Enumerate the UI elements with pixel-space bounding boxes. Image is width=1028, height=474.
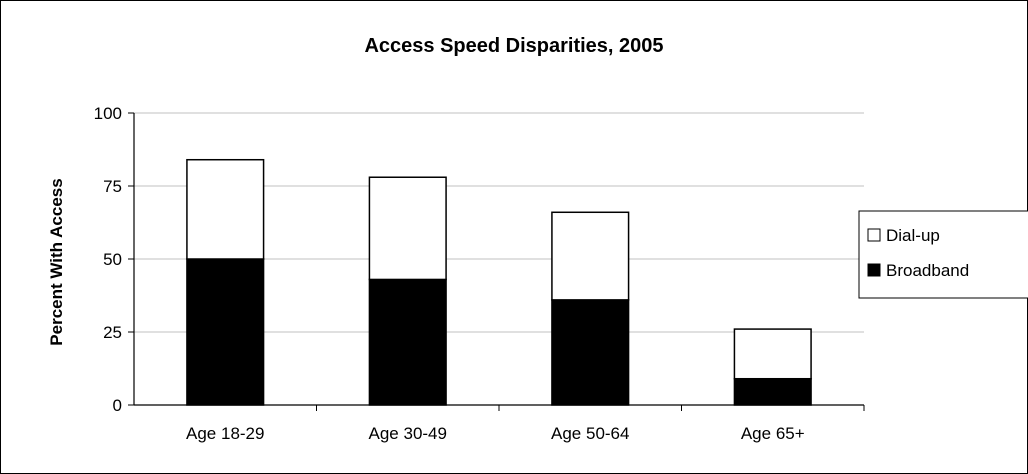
x-tick-label: Age 18-29 — [186, 424, 264, 443]
bar-broadband — [551, 299, 630, 406]
bars — [186, 158, 812, 406]
legend-box — [858, 210, 1028, 299]
x-tick-label: Age 50-64 — [551, 424, 629, 443]
y-tick-label: 25 — [103, 323, 122, 342]
y-tick-label: 100 — [94, 104, 122, 123]
bar-dial-up — [733, 328, 812, 380]
y-tick-label: 50 — [103, 250, 122, 269]
legend-label: Dial-up — [886, 226, 940, 245]
bar-dial-up — [186, 158, 265, 260]
y-tick-label: 75 — [103, 177, 122, 196]
y-axis-label: Percent With Access — [47, 178, 66, 345]
legend-label: Broadband — [886, 261, 969, 280]
chart-title: Access Speed Disparities, 2005 — [364, 35, 663, 57]
x-tick-labels: Age 18-29 Age 30-49 Age 50-64 Age 65+ — [186, 424, 805, 443]
y-tick-labels: 0 25 50 75 100 — [94, 104, 122, 415]
legend-swatch — [867, 263, 881, 277]
x-tick-label: Age 65+ — [741, 424, 805, 443]
x-tick-label: Age 30-49 — [369, 424, 447, 443]
bar-broadband — [186, 258, 265, 406]
bar-dial-up — [551, 211, 630, 301]
bar-broadband — [733, 377, 812, 406]
axes — [128, 112, 865, 411]
legend-swatch — [867, 228, 881, 242]
bar-dial-up — [368, 176, 447, 281]
bar-broadband — [368, 278, 447, 406]
legend: Dial-up Broadband — [858, 210, 1028, 299]
y-tick-label: 0 — [113, 396, 122, 415]
